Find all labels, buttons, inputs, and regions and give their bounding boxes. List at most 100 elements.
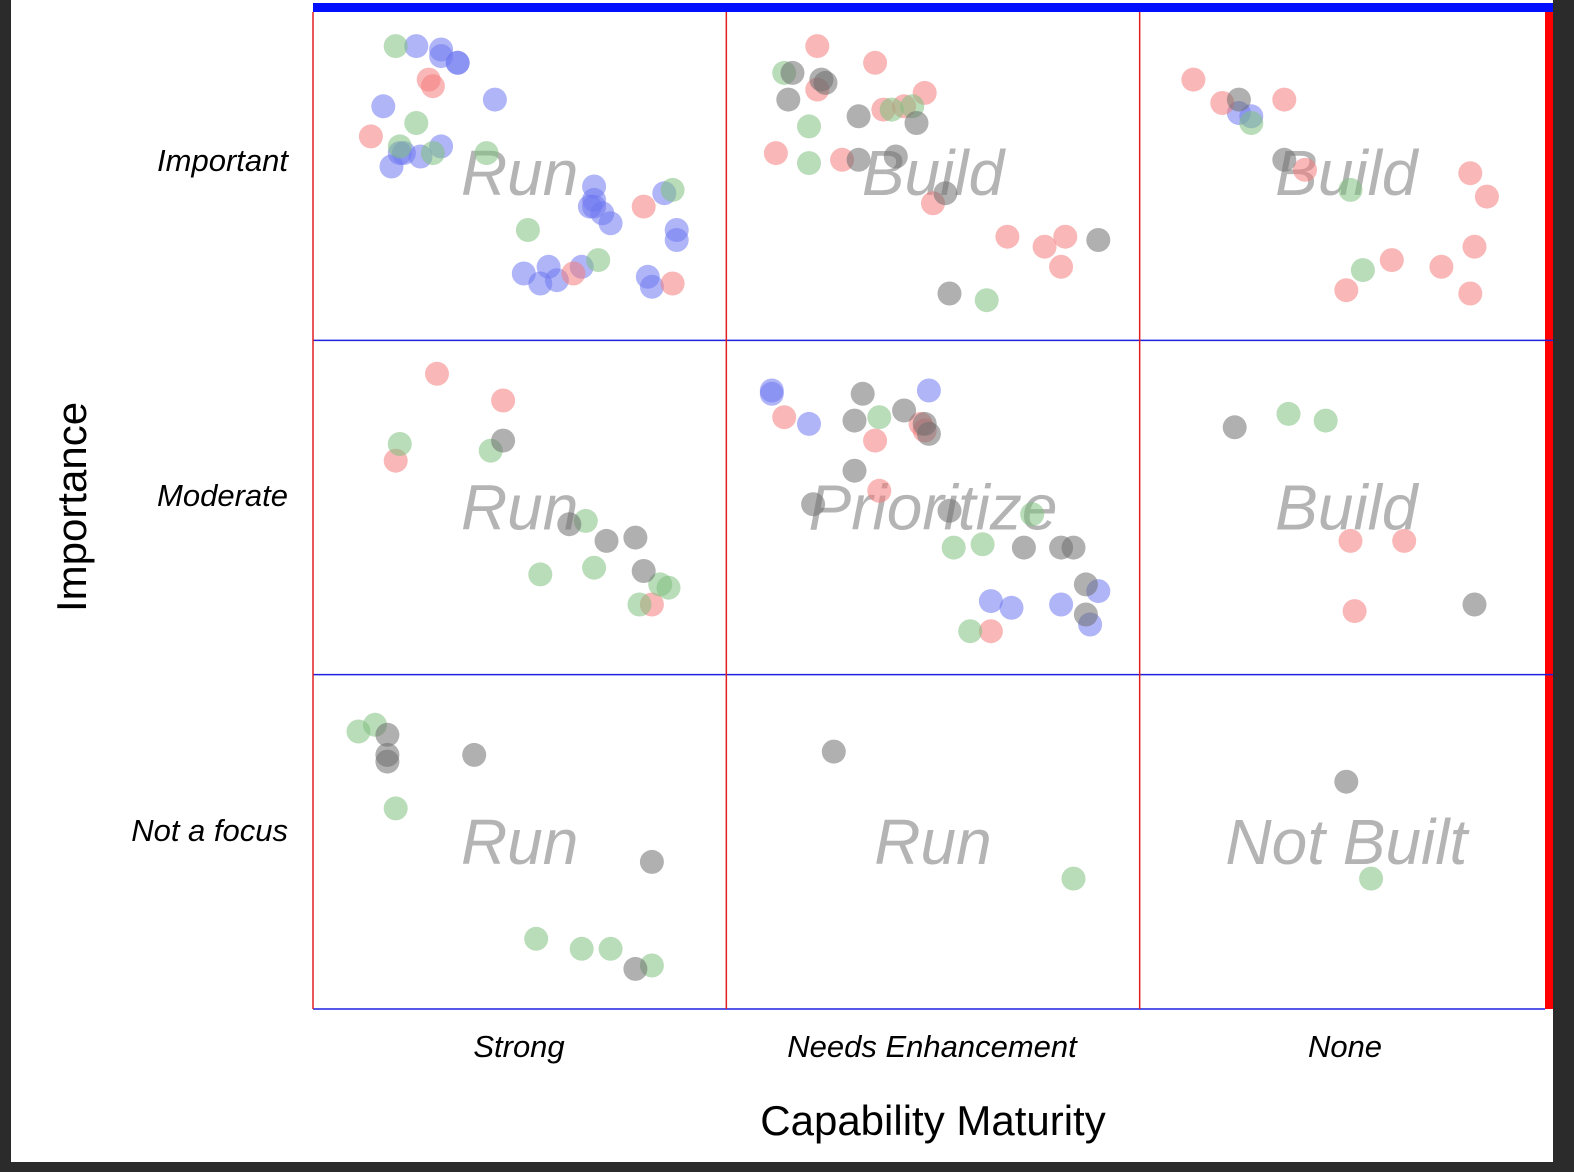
- data-point-gray: [491, 428, 516, 453]
- data-point-blue: [1049, 592, 1074, 617]
- data-point-red: [978, 619, 1003, 644]
- data-point-gray: [842, 408, 867, 433]
- data-point-red: [1342, 599, 1367, 624]
- data-point-green: [383, 796, 408, 821]
- data-point-gray: [892, 398, 917, 423]
- data-point-red: [772, 405, 797, 430]
- data-point-blue: [999, 595, 1024, 620]
- data-point-red: [358, 124, 383, 149]
- data-point-red: [1334, 278, 1359, 303]
- data-point-green: [1239, 111, 1264, 135]
- data-point-gray: [375, 722, 400, 747]
- y-tick-labels: Important Moderate Not a focus: [131, 143, 289, 848]
- data-point-gray: [1011, 535, 1036, 560]
- x-tick-labels: Strong Needs Enhancement None: [473, 1029, 1382, 1064]
- data-point-green: [879, 97, 904, 122]
- cell-label: Run: [874, 806, 991, 878]
- data-point-gray: [1462, 592, 1487, 617]
- data-point-red: [1458, 281, 1483, 306]
- data-point-red: [863, 428, 888, 453]
- data-point-red: [1462, 234, 1487, 259]
- data-point-blue: [797, 411, 821, 436]
- data-point-red: [1338, 528, 1363, 553]
- data-point-green: [598, 936, 623, 961]
- cell-label: Not Built: [1225, 806, 1469, 878]
- data-point-green: [656, 575, 681, 600]
- data-point-gray: [883, 144, 908, 169]
- data-point-gray: [937, 498, 962, 523]
- data-point-red: [1053, 224, 1078, 249]
- data-point-green: [1338, 177, 1363, 202]
- data-point-blue: [916, 378, 941, 403]
- data-point-green: [582, 555, 607, 580]
- data-point-green: [387, 432, 412, 456]
- data-point-red: [805, 34, 830, 59]
- data-point-red: [1392, 528, 1417, 553]
- data-point-green: [1359, 866, 1384, 891]
- data-point-red: [1272, 87, 1297, 112]
- data-point-green: [660, 177, 685, 202]
- top-blue-bar: [313, 3, 1553, 12]
- data-point-gray: [776, 87, 801, 112]
- data-point-green: [970, 532, 995, 557]
- data-point-red: [1032, 234, 1057, 259]
- y-tick-label-moderate: Moderate: [157, 478, 288, 513]
- data-point-red: [491, 388, 516, 413]
- cell-label: Run: [461, 472, 578, 544]
- data-point-gray: [631, 559, 656, 583]
- data-point-gray: [594, 528, 619, 553]
- data-point-green: [958, 619, 983, 644]
- data-point-green: [404, 111, 429, 135]
- data-point-gray: [1073, 572, 1098, 597]
- data-point-red: [1474, 184, 1499, 209]
- data-point-blue: [379, 154, 404, 179]
- data-point-red: [420, 74, 445, 99]
- data-point-gray: [1061, 535, 1086, 560]
- data-point-gray: [557, 512, 582, 537]
- data-point-red: [863, 50, 888, 75]
- data-point-green: [524, 926, 549, 951]
- grid: [312, 12, 1553, 1010]
- data-point-green: [586, 248, 611, 273]
- data-point-gray: [1073, 602, 1098, 627]
- data-point-red: [1293, 157, 1317, 182]
- data-point-gray: [842, 458, 867, 483]
- data-point-green: [474, 141, 499, 166]
- data-point-red: [631, 194, 656, 219]
- data-point-red: [425, 361, 449, 386]
- data-point-green: [1020, 502, 1045, 527]
- data-point-gray: [916, 421, 941, 446]
- data-point-red: [867, 478, 892, 503]
- data-point-blue: [639, 274, 664, 299]
- data-point-red: [1181, 67, 1206, 92]
- data-point-gray: [1272, 147, 1297, 172]
- cell-label: Prioritize: [809, 472, 1058, 544]
- data-point-gray: [846, 104, 871, 129]
- data-point-blue: [664, 228, 689, 252]
- data-point-green: [515, 218, 540, 242]
- data-point-green: [420, 141, 445, 166]
- y-tick-label-important: Important: [157, 143, 289, 178]
- data-point-green: [627, 592, 652, 617]
- data-point-green: [1350, 258, 1375, 283]
- data-point-gray: [813, 70, 838, 95]
- data-point-gray: [623, 525, 648, 550]
- data-point-blue: [978, 589, 1003, 614]
- data-point-green: [569, 936, 594, 961]
- data-point-gray: [639, 849, 664, 874]
- x-tick-label-strong: Strong: [473, 1029, 564, 1064]
- data-point-blue: [445, 50, 470, 75]
- data-point-blue: [404, 34, 429, 59]
- data-point-green: [797, 114, 821, 139]
- data-point-green: [383, 34, 408, 59]
- data-point-gray: [623, 956, 648, 981]
- data-point-red: [660, 271, 685, 296]
- data-point-red: [763, 141, 788, 166]
- data-point-green: [1313, 408, 1338, 433]
- data-point-gray: [904, 111, 929, 135]
- data-point-green: [387, 134, 412, 159]
- x-tick-label-needs-enhancement: Needs Enhancement: [787, 1029, 1078, 1064]
- y-tick-label-not-a-focus: Not a focus: [131, 813, 288, 848]
- data-points: [346, 34, 1499, 981]
